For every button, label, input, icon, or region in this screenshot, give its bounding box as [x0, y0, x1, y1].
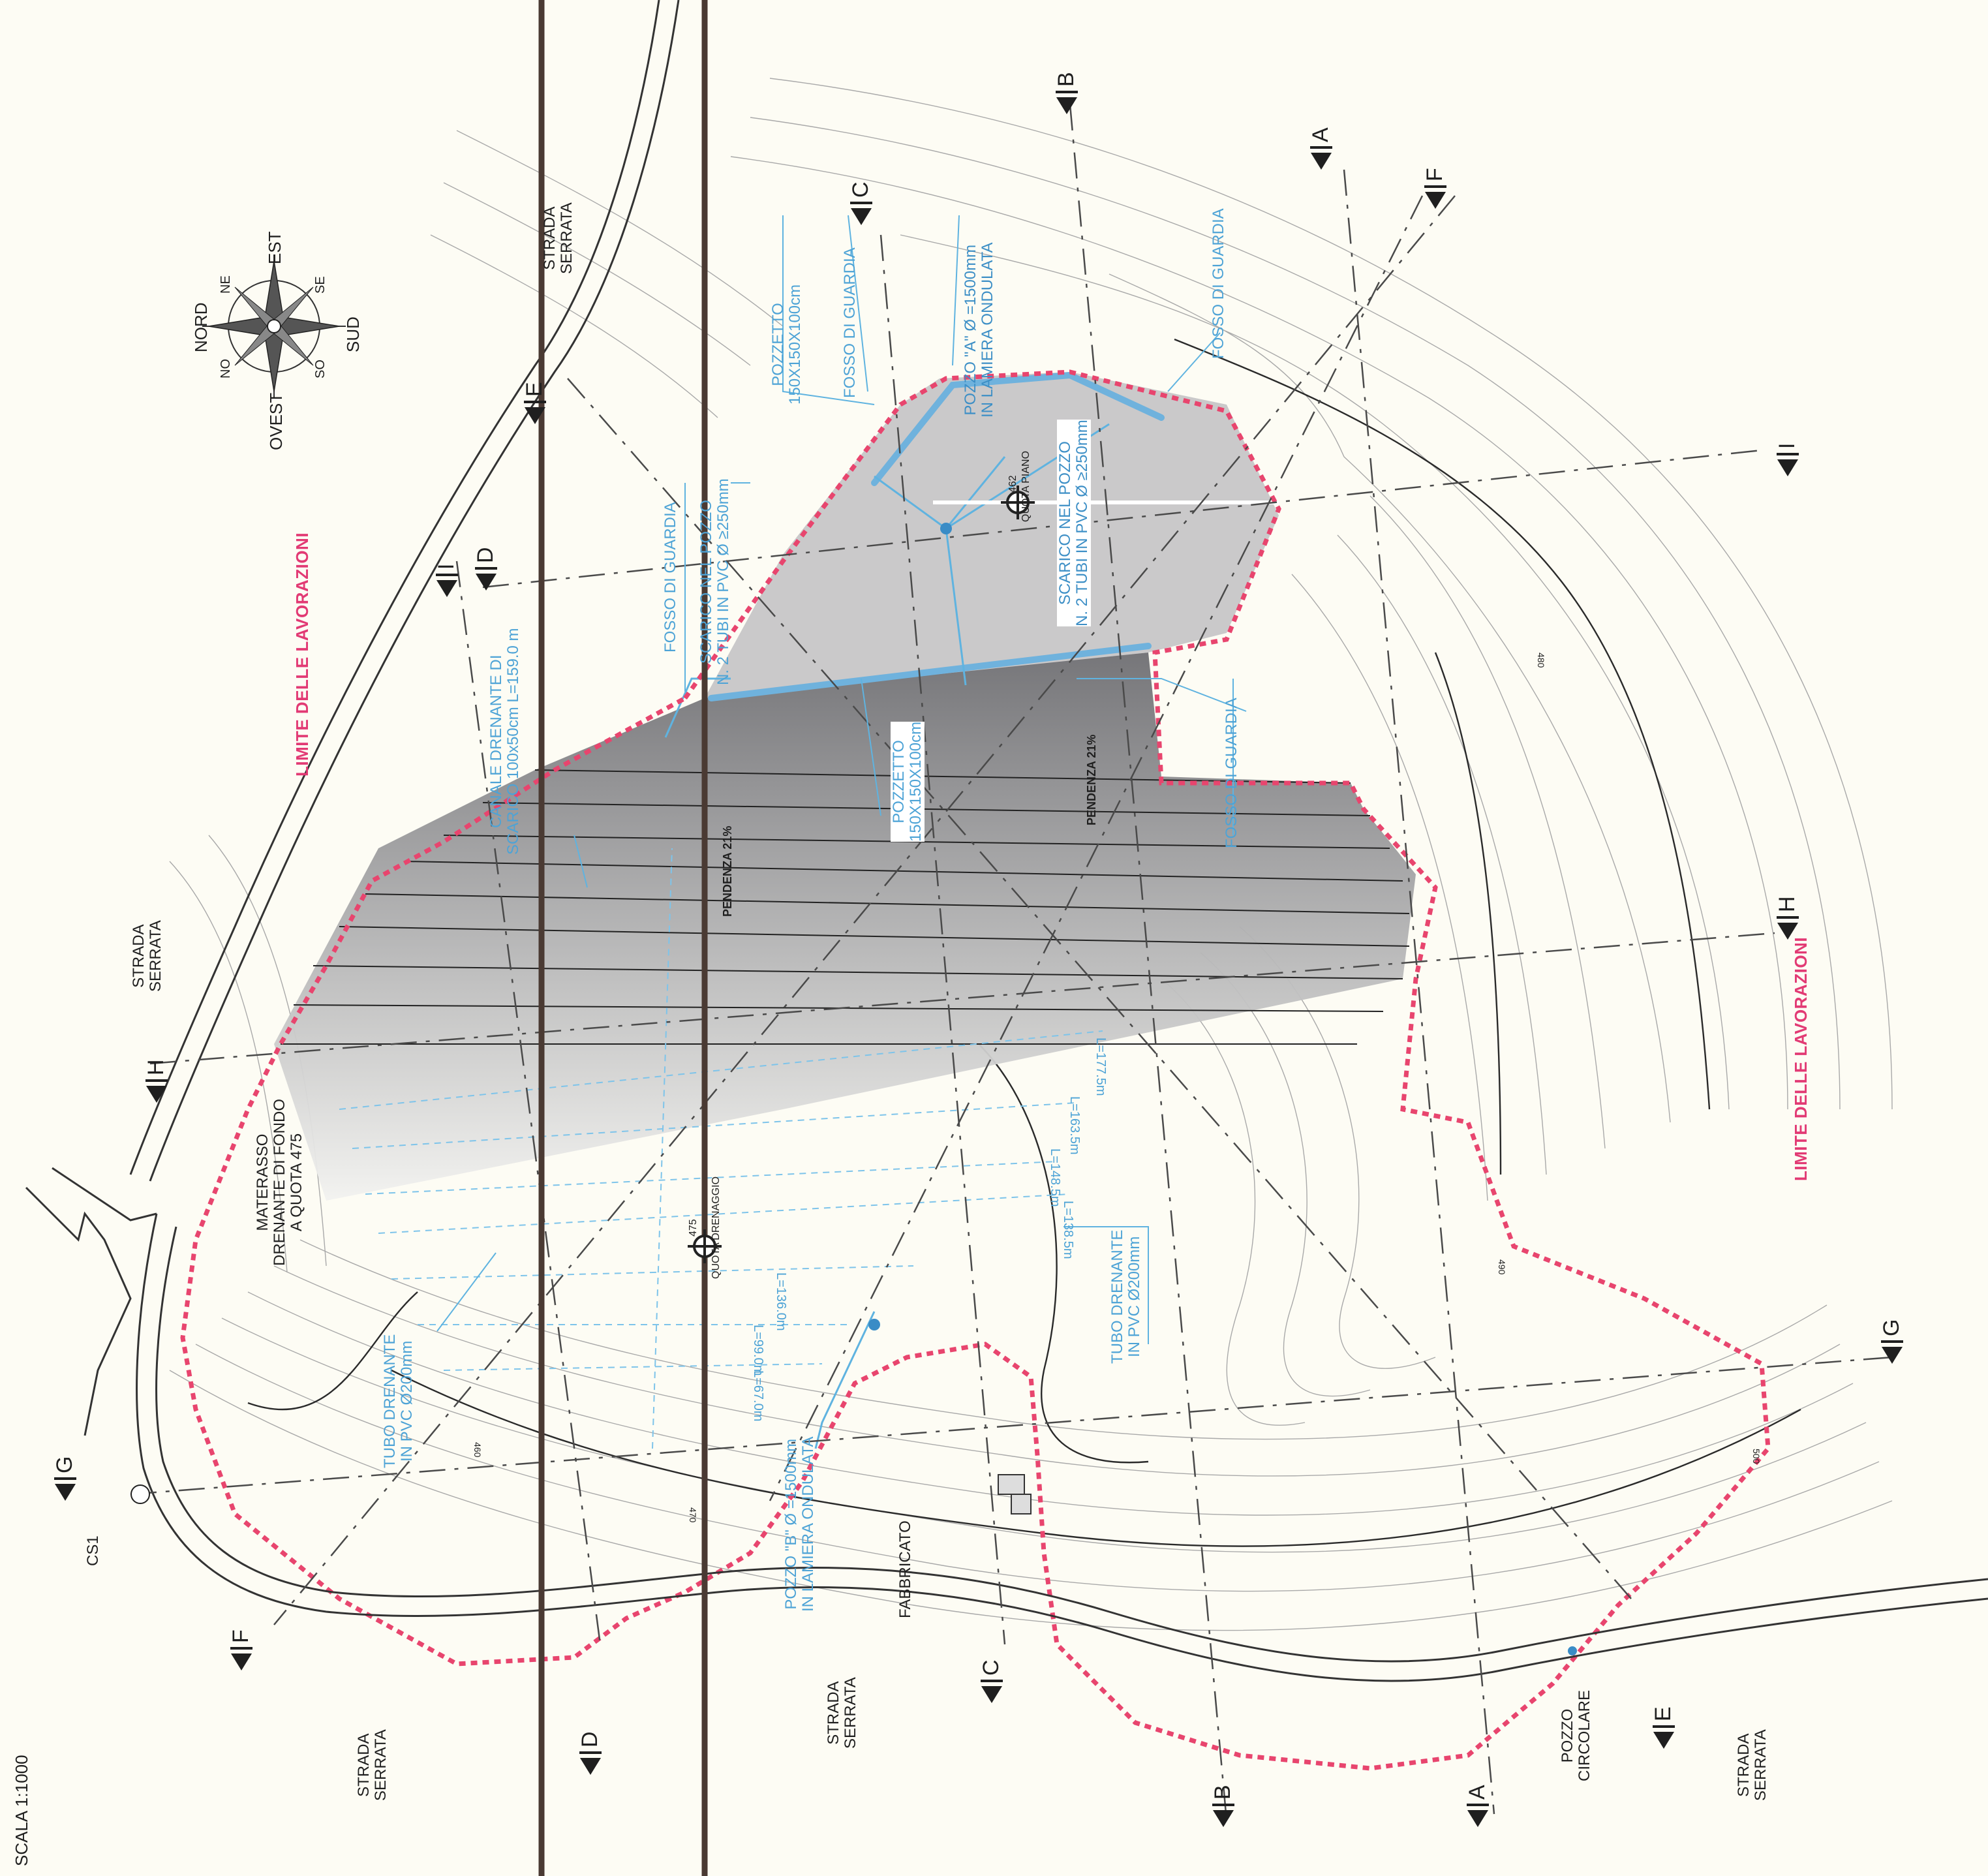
section-marker-b-bottom: B — [1210, 1785, 1236, 1827]
vertical-bars — [538, 0, 708, 1876]
contour-label-5: 500 — [1751, 1449, 1762, 1464]
building — [998, 1474, 1032, 1515]
section-marker-h-left: H — [144, 1059, 169, 1103]
compass-so: SO — [313, 360, 328, 378]
compass-est: EST — [265, 231, 284, 264]
section-marker-a-bottom: A — [1465, 1785, 1490, 1827]
materasso-label: MATERASSO DRENANTE DI FONDO A QUOTA 475 — [254, 1098, 305, 1266]
section-marker-f-bottom: F — [228, 1629, 254, 1670]
road-label-bottom-2: STRADA SERRATA — [825, 1677, 859, 1749]
drain-length-1: L=177.5m — [1093, 1038, 1108, 1096]
work-limit-label-left: LIMITE DELLE LAVORAZIONI — [292, 532, 312, 777]
section-marker-i-right: I — [1775, 443, 1800, 476]
fabbricato-label: FABBRICATO — [896, 1520, 914, 1618]
section-marker-c-bottom: C — [979, 1659, 1004, 1703]
section-marker-e-bottom: E — [1651, 1706, 1676, 1749]
pozzo-circolare-label: POZZO CIRCOLARE — [1559, 1689, 1593, 1781]
quota-piano-label: QUOTA PIANO — [1020, 450, 1032, 522]
pendenza-label-1: PENDENZA 21% — [721, 825, 734, 917]
fosso-label-top: FOSSO DI GUARDIA — [841, 247, 859, 398]
quota-drenaggio-marker — [688, 1229, 722, 1263]
section-marker-e-top: E — [522, 382, 547, 424]
drain-length-3: L=148.5m — [1048, 1148, 1062, 1207]
compass-no: NO — [219, 359, 233, 378]
drain-length-7: L=67.0m — [751, 1370, 765, 1422]
section-marker-c-top: C — [848, 181, 874, 225]
scarico-label-right: SCARICO NEL POZZO N. 2 TUBI IN PVC Ø ≥250… — [1056, 420, 1091, 626]
pozzo-circolare-marker — [1568, 1646, 1577, 1655]
drain-length-2: L=163.5m — [1067, 1096, 1082, 1155]
contour-label-1: 480 — [1536, 653, 1546, 668]
graded-slope-area — [274, 653, 1416, 1201]
section-marker-i-left: I — [434, 564, 459, 597]
compass-se: SE — [313, 276, 328, 294]
quota-piano-marker — [1001, 485, 1035, 519]
contour-label-3: 460 — [472, 1442, 483, 1458]
pendenza-label-2: PENDENZA 21% — [1085, 734, 1098, 825]
contour-label-2: 490 — [1497, 1259, 1507, 1275]
fosso-label-bottom: FOSSO DI GUARDIA — [1223, 698, 1240, 848]
road-label-left: STRADA SERRATA — [130, 920, 164, 992]
roads — [25, 0, 1988, 1682]
fosso-label-left: FOSSO DI GUARDIA — [662, 502, 679, 653]
compass-nord: NORD — [191, 302, 211, 352]
pozzetto-mid-label: POZZETTO 150X150X100cm — [890, 721, 925, 842]
compass-ovest: OVEST — [266, 392, 286, 450]
contour-label-4: 470 — [688, 1507, 698, 1523]
leaders — [436, 215, 1247, 1344]
compass-ne: NE — [219, 275, 233, 294]
road-label-top: STRADA SERRATA — [541, 202, 575, 274]
canale-label: CANALE DRENANTE DI SCARICO 100x50cm L=159… — [487, 628, 522, 855]
drain-length-5: L=136.0m — [774, 1272, 788, 1331]
drain-length-4: L=138.5m — [1061, 1201, 1075, 1259]
compass-rose — [202, 254, 346, 398]
pozzo-b-marker — [868, 1319, 880, 1330]
pozzetto-marker — [940, 523, 952, 534]
tubo-label-right: TUBO DRENANTE IN PVC Ø200mm — [1109, 1229, 1143, 1364]
section-marker-a-top: A — [1308, 127, 1334, 170]
section-marker-d-bottom: D — [577, 1731, 603, 1775]
tubo-label-left: TUBO DRENANTE IN PVC Ø200mm — [381, 1334, 416, 1468]
section-lines — [130, 104, 1893, 1821]
work-limit-label-right: LIMITE DELLE LAVORAZIONI — [1791, 936, 1811, 1181]
road-label-bottom-1: STRADA SERRATA — [355, 1729, 390, 1801]
section-marker-h-right: H — [1775, 896, 1800, 940]
section-marker-g-left: G — [52, 1456, 78, 1501]
work-limit-line — [180, 369, 1771, 1771]
section-marker-d-top: D — [473, 547, 498, 591]
section-marker-b-top: B — [1054, 72, 1079, 114]
cs1-label: CS1 — [84, 1535, 102, 1566]
pozzo-b-label: POZZO "B" Ø =1500mm IN LAMIERA ONDULATA — [782, 1436, 817, 1612]
quota-drenaggio-label: QUOTA DRENAGGIO — [711, 1176, 722, 1279]
pozzetto-top-label: POZZETTO 150X150X100cm — [769, 284, 804, 405]
section-marker-g-right: G — [1879, 1319, 1904, 1364]
drain-length-6: L=99.0m — [751, 1325, 765, 1376]
scarico-label-left: SCARICO NEL POZZO N. 2 TUBI IN PVC Ø ≥250… — [697, 478, 732, 685]
pozzo-a-label: POZZO "A" Ø =1500mm IN LAMIERA ONDULATA — [962, 242, 996, 418]
compass-sud: SUD — [343, 316, 363, 352]
contour-lines — [169, 78, 1893, 1631]
road-label-bottom-3: STRADA SERRATA — [1735, 1729, 1769, 1801]
fosso-label-right: FOSSO DI GUARDIA — [1210, 208, 1227, 359]
quota-drenaggio-value: 475 — [688, 1219, 699, 1237]
excavation-upper-area — [705, 372, 1279, 698]
scale-label: SCALA 1:1000 — [12, 1755, 31, 1866]
section-marker-f-top: F — [1422, 168, 1448, 209]
cs1-marker — [130, 1484, 150, 1504]
